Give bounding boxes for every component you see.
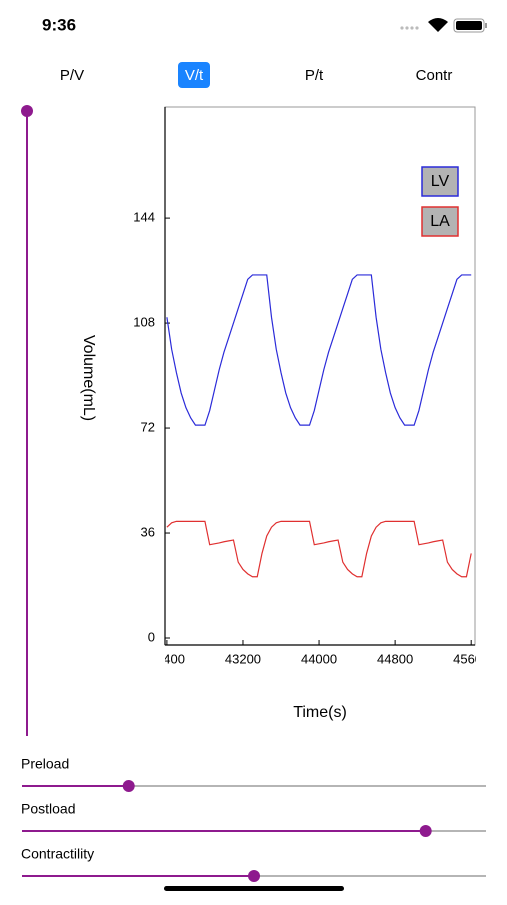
legend-swatch <box>421 206 459 237</box>
y-tick-label: 0 <box>148 629 155 644</box>
y-tick-label: 72 <box>141 419 155 434</box>
slider: Preload <box>21 756 486 792</box>
x-tick-label: 43200 <box>225 651 261 666</box>
line-series <box>166 274 472 426</box>
tab-label: P/t <box>305 67 324 84</box>
tab[interactable]: P/V <box>60 67 84 84</box>
status-icons <box>400 18 487 33</box>
x-tick-label: 42400 <box>149 651 185 666</box>
tab[interactable]: P/t <box>305 67 324 84</box>
tab-label: P/V <box>60 67 84 84</box>
tab[interactable]: Contr <box>416 67 453 84</box>
slider-thumb[interactable] <box>419 825 432 837</box>
x-tick-label: 45600 <box>453 651 489 666</box>
x-tick-label: 44800 <box>377 651 413 666</box>
legend-label: LV <box>431 173 450 190</box>
legend-label: LA <box>430 213 450 230</box>
tab-highlight <box>178 62 210 88</box>
home-indicator <box>164 886 344 891</box>
tab[interactable]: V/t <box>178 62 210 88</box>
slider-thumb[interactable] <box>122 780 135 792</box>
x-tick-labels: 42400 43200 44000 44800 45600 <box>149 651 489 666</box>
y-tick-label: 108 <box>133 315 155 330</box>
slider-label: Postload <box>21 801 75 817</box>
vertical-slider[interactable] <box>21 105 33 736</box>
y-axis-label: Volume(mL) <box>80 335 97 421</box>
slider: Postload <box>21 801 486 837</box>
legend-swatch <box>421 166 459 197</box>
chart: 0 36 72 108 144 42400 43200 44000 44800 45600 Time… <box>80 106 489 721</box>
line-series <box>166 520 472 578</box>
y-tick-label: 36 <box>141 524 155 539</box>
tab-bar: P/V V/t P/t Contr <box>60 62 452 88</box>
slider: Contractility <box>21 846 486 882</box>
tab-label: Contr <box>416 67 453 84</box>
sliders: Preload Postload Contractility <box>21 756 486 882</box>
slider-thumb[interactable] <box>21 105 33 117</box>
tab-label: V/t <box>185 67 204 84</box>
legend: LV LA <box>421 166 459 237</box>
status-time: 9:36 <box>42 15 76 34</box>
x-tick-label: 44000 <box>301 651 337 666</box>
slider-label: Contractility <box>21 846 94 862</box>
slider-thumb[interactable] <box>248 870 260 882</box>
slider-label: Preload <box>21 756 69 772</box>
x-axis-label: Time(s) <box>293 704 347 721</box>
y-tick-label: 144 <box>133 210 155 225</box>
